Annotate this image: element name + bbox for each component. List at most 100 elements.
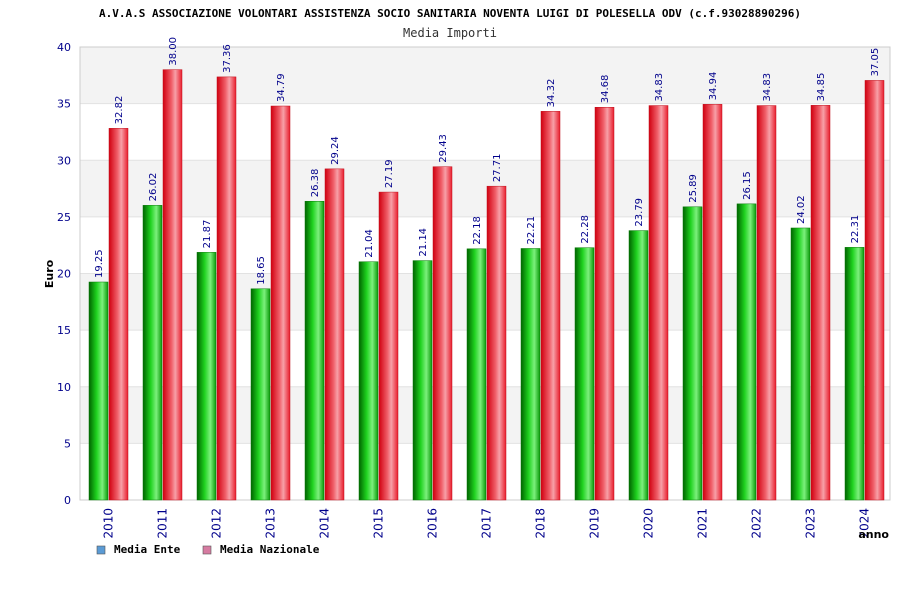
y-tick-label: 30 [57,154,71,167]
bars [88,69,885,501]
data-label: 34.94 [708,72,719,101]
bar [844,247,865,501]
data-label: 22.18 [472,216,483,245]
data-label: 34.68 [600,75,611,104]
data-label: 26.15 [742,171,753,200]
x-tick-label: 2011 [156,508,170,539]
legend-swatch [96,545,106,555]
bar [432,166,453,501]
bar [736,203,757,501]
data-label: 34.83 [654,73,665,102]
legend-label: Media Nazionale [220,543,320,556]
bar [358,261,379,501]
bar [324,168,345,501]
y-axis-ticks: 0 5 10 15 20 25 30 35 40 [57,41,71,507]
y-tick-label: 20 [57,268,71,281]
x-tick-label: 2024 [858,508,872,539]
data-label: 22.28 [580,215,591,244]
data-label: 22.31 [850,215,861,244]
data-label: 25.89 [688,174,699,203]
data-label: 34.85 [816,73,827,102]
bar [412,260,433,501]
bar [304,200,325,501]
data-label: 18.65 [256,256,267,285]
bar [702,104,723,501]
bar [574,247,595,501]
data-label: 34.79 [276,73,287,102]
data-label: 19.25 [94,249,105,278]
data-label: 34.32 [546,79,557,108]
bar [594,106,615,501]
bar [250,288,271,501]
legend-label: Media Ente [114,543,181,556]
x-tick-label: 2018 [534,508,548,539]
x-tick-label: 2023 [804,508,818,539]
x-tick-label: 2012 [210,508,224,539]
bar [270,105,291,501]
data-label: 27.71 [492,154,503,183]
bar [216,76,237,501]
bar [108,128,129,501]
bar [628,230,649,501]
bar [648,105,669,501]
data-label: 21.14 [418,228,429,257]
legend: Media Ente Media Nazionale [96,543,320,556]
data-label: 37.05 [870,48,881,77]
bar [540,111,561,501]
bar [196,252,217,501]
bar [790,227,811,501]
x-tick-label: 2015 [372,508,386,539]
plot-band [80,103,890,161]
bar [682,206,703,501]
data-label: 22.21 [526,216,537,245]
bar [520,248,541,501]
y-tick-label: 5 [64,437,71,450]
bar [756,105,777,501]
data-labels: 19.25 32.82 26.02 38.00 21.87 37.36 18.65 34.79… [94,37,881,285]
x-tick-label: 2022 [750,508,764,539]
bar [88,281,109,501]
x-tick-label: 2016 [426,508,440,539]
x-tick-label: 2021 [696,508,710,539]
x-tick-label: 2019 [588,508,602,539]
x-axis-ticks: 2010 2011 2012 2013 2014 2015 2016 2017 2018 2019… [102,508,872,539]
y-tick-label: 10 [57,381,71,394]
data-label: 24.02 [796,195,807,224]
x-tick-label: 2013 [264,508,278,539]
y-tick-label: 35 [57,98,71,111]
data-label: 27.19 [384,159,395,188]
y-tick-label: 25 [57,211,71,224]
data-label: 23.79 [634,198,645,227]
bar [864,80,885,501]
x-axis-label: anno [858,528,889,541]
data-label: 21.87 [202,220,213,249]
data-label: 34.83 [762,73,773,102]
data-label: 26.02 [148,173,159,202]
y-tick-label: 15 [57,324,71,337]
y-tick-label: 0 [64,494,71,507]
x-tick-label: 2010 [102,508,116,539]
plot-band [80,47,890,104]
bar [486,185,507,501]
data-label: 26.38 [310,169,321,198]
bar [162,69,183,501]
x-tick-label: 2020 [642,508,656,539]
y-tick-label: 40 [57,41,71,54]
y-axis-label: Euro [43,259,56,288]
data-label: 38.00 [168,37,179,66]
bar [810,105,831,501]
bar [466,248,487,501]
legend-swatch [202,545,212,555]
data-label: 32.82 [114,96,125,125]
chart-subtitle: Media Importi [403,26,497,40]
bar [378,191,399,501]
x-tick-label: 2014 [318,508,332,539]
bar [142,205,163,501]
data-label: 37.36 [222,44,233,73]
data-label: 21.04 [364,229,375,258]
data-label: 29.43 [438,134,449,163]
chart-title: A.V.A.S ASSOCIAZIONE VOLONTARI ASSISTENZ… [99,7,801,20]
data-label: 29.24 [330,136,341,165]
x-tick-label: 2017 [480,508,494,539]
